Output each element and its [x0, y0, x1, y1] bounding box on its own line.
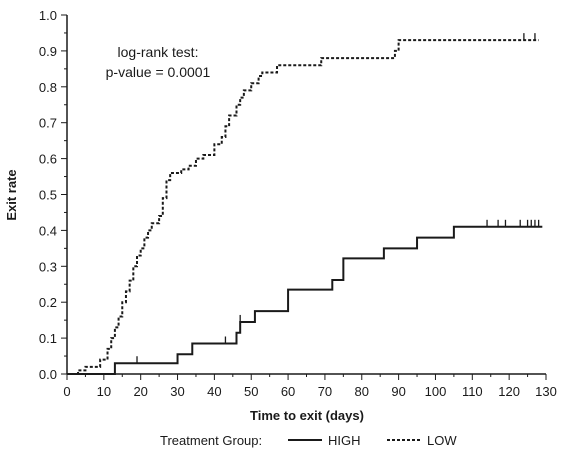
axes: 0 10 20 30 40 50 60 70 80 90 100 110 120 130 0.0 0.1 0.2…: [39, 8, 557, 399]
x-tick-label: 130: [535, 384, 557, 399]
y-tick-label: 0.1: [39, 331, 57, 346]
legend: Treatment Group: HIGH LOW: [160, 433, 457, 448]
legend-label-high: HIGH: [328, 433, 361, 448]
log-rank-label: log-rank test:: [118, 44, 199, 60]
x-tick-label: 20: [133, 384, 147, 399]
x-tick-label: 60: [281, 384, 295, 399]
y-tick-label: 0.0: [39, 367, 57, 382]
y-tick-label: 0.7: [39, 116, 57, 131]
x-tick-label: 50: [244, 384, 258, 399]
y-tick-label: 1.0: [39, 8, 57, 23]
x-tick-label: 80: [355, 384, 369, 399]
series-line-high: [67, 225, 543, 375]
x-tick-label: 100: [425, 384, 447, 399]
y-axis-title: Exit rate: [4, 169, 19, 220]
y-tick-label: 0.2: [39, 295, 57, 310]
series-line-low: [67, 39, 539, 375]
p-value-label: p-value = 0.0001: [106, 64, 211, 80]
y-tick-label: 0.3: [39, 259, 57, 274]
legend-label-low: LOW: [427, 433, 457, 448]
plot-area: [67, 33, 543, 375]
y-tick-label: 0.6: [39, 152, 57, 167]
x-axis-title: Time to exit (days): [250, 408, 364, 423]
x-tick-label: 40: [207, 384, 221, 399]
x-tick-label: 90: [391, 384, 405, 399]
y-tick-label: 0.8: [39, 80, 57, 95]
x-tick-label: 0: [63, 384, 70, 399]
y-tick-label: 0.5: [39, 188, 57, 203]
x-tick-label: 120: [498, 384, 520, 399]
y-tick-label: 0.4: [39, 223, 57, 238]
x-tick-label: 70: [318, 384, 332, 399]
legend-title: Treatment Group:: [160, 433, 262, 448]
x-tick-label: 110: [462, 384, 483, 399]
x-tick-label: 30: [170, 384, 184, 399]
y-tick-label: 0.9: [39, 44, 57, 59]
x-tick-label: 10: [97, 384, 111, 399]
